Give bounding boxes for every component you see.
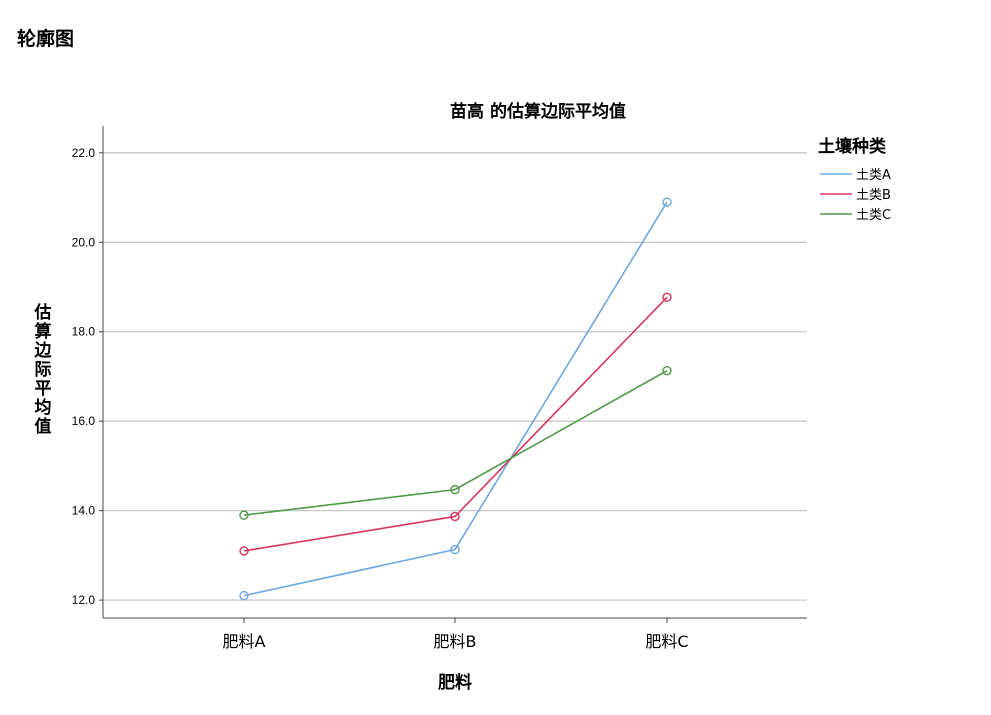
y-axis-label-char: 估 (34, 302, 52, 323)
y-axis-label-char: 际 (35, 360, 52, 380)
data-point (450, 484, 460, 495)
legend-item: 土类C (820, 208, 891, 223)
legend-title: 土壤种类 (818, 136, 887, 157)
section-title: 轮廓图 (17, 28, 75, 50)
y-tick-label: 20.0 (72, 235, 96, 249)
y-axis-label-char: 均 (35, 397, 52, 418)
data-point (662, 197, 672, 207)
data-point (239, 510, 249, 520)
data-point (662, 365, 672, 376)
legend-label: 土类A (856, 168, 891, 183)
legend-label: 土类C (856, 208, 891, 223)
y-tick-label: 22.0 (72, 146, 96, 160)
y-axis-label-char: 值 (35, 416, 52, 437)
y-axis-ticks: 12.0 14.0 16.0 18.0 20.0 22.0 (72, 146, 103, 607)
series-line (243, 201, 668, 597)
chart-title: 苗高 的估算边际平均值 (450, 101, 626, 122)
series-3 (239, 365, 672, 520)
series-2 (239, 292, 672, 556)
legend-label: 土类B (856, 188, 891, 203)
y-tick-label: 16.0 (72, 414, 96, 428)
y-tick-label: 18.0 (72, 325, 96, 339)
series-line (243, 369, 668, 516)
y-axis-label-char: 平 (35, 379, 52, 399)
data-point (239, 590, 249, 601)
data-point (450, 544, 460, 555)
y-axis-label: 估算边际平均值 (34, 302, 53, 437)
y-tick-label: 14.0 (72, 504, 96, 518)
data-point (450, 511, 460, 522)
x-axis-label: 肥料 (438, 672, 472, 693)
data-point (239, 546, 249, 556)
series-line (243, 296, 668, 552)
x-axis-ticks: 肥料A 肥料B 肥料C (223, 618, 689, 651)
x-tick-label: 肥料A (223, 632, 266, 651)
data-point (662, 292, 672, 303)
x-tick-label: 肥料B (434, 632, 477, 651)
series-lines (239, 197, 672, 601)
series-1 (239, 197, 672, 601)
y-axis-label-char: 边 (34, 341, 53, 361)
y-axis-label-char: 算 (34, 321, 52, 342)
legend-item: 土类B (820, 188, 891, 203)
y-tick-label: 12.0 (72, 593, 96, 607)
gridlines (103, 152, 807, 601)
x-tick-label: 肥料C (645, 632, 688, 651)
legend: 土类A 土类B 土类C (820, 168, 891, 223)
legend-item: 土类A (820, 168, 891, 183)
